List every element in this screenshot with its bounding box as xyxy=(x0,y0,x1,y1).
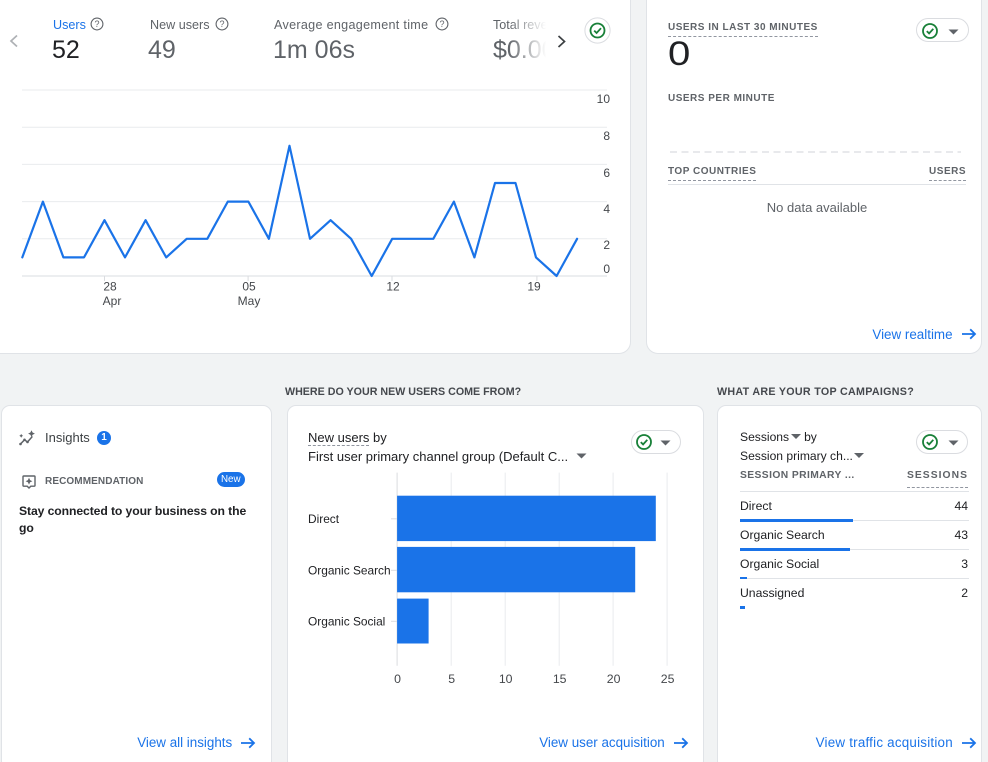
svg-text:0: 0 xyxy=(603,262,610,276)
svg-text:May: May xyxy=(238,294,261,308)
svg-text:12: 12 xyxy=(386,279,400,293)
svg-text:2: 2 xyxy=(603,238,610,252)
svg-text:4: 4 xyxy=(603,202,610,216)
svg-text:Direct: Direct xyxy=(308,512,340,526)
svg-text:?: ? xyxy=(219,19,224,29)
svg-text:5: 5 xyxy=(448,672,455,686)
svg-text:?: ? xyxy=(94,19,99,29)
svg-text:15: 15 xyxy=(553,672,567,686)
svg-text:8: 8 xyxy=(603,129,610,143)
svg-text:05: 05 xyxy=(242,279,256,293)
svg-text:6: 6 xyxy=(603,166,610,180)
svg-text:28: 28 xyxy=(103,279,117,293)
svg-text:Apr: Apr xyxy=(103,294,122,308)
svg-text:Organic Social: Organic Social xyxy=(308,615,385,629)
svg-text:Organic Search: Organic Search xyxy=(308,564,391,578)
svg-text:19: 19 xyxy=(527,279,541,293)
svg-text:10: 10 xyxy=(597,92,611,106)
svg-text:10: 10 xyxy=(499,672,513,686)
svg-text:0: 0 xyxy=(394,672,401,686)
svg-text:?: ? xyxy=(439,19,444,29)
svg-text:20: 20 xyxy=(607,672,621,686)
svg-text:25: 25 xyxy=(661,672,675,686)
